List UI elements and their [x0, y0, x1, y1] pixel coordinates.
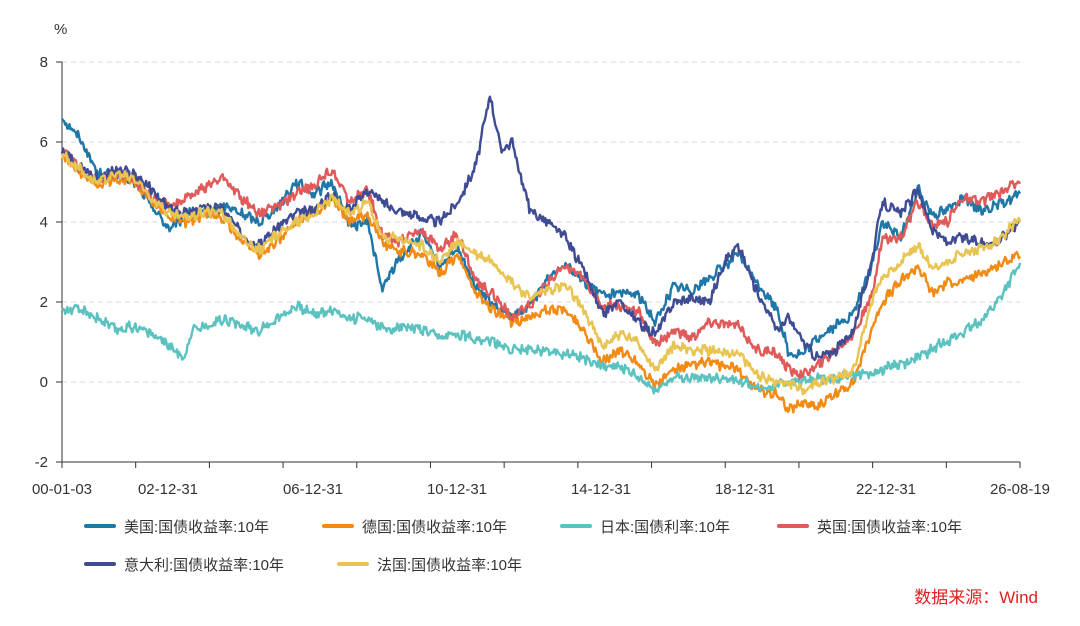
- y-axis: -2 0 2 4 6 8: [35, 54, 63, 471]
- legend-swatch: [84, 524, 116, 528]
- series-line: [60, 95, 1021, 362]
- x-tick-label: 14-12-31: [571, 481, 631, 498]
- legend-item: 法国:国债收益率:10年: [337, 553, 522, 575]
- legend-item: 德国:国债收益率:10年: [322, 515, 507, 537]
- legend-swatch: [84, 562, 116, 566]
- legend-item: 意大利:国债收益率:10年: [84, 553, 284, 575]
- y-tick-label: 2: [40, 294, 48, 311]
- yield-chart: % -2 0 2 4 6 8 00-01-03 02-12-31 06-12-31 10-12-…: [32, 21, 1050, 498]
- legend-swatch: [337, 562, 369, 566]
- y-unit-label: %: [54, 21, 67, 38]
- series-line: [60, 149, 1022, 380]
- legend-label: 美国:国债收益率:10年: [124, 518, 270, 536]
- y-tick-label: 4: [40, 214, 48, 231]
- x-tick-label: 00-01-03: [32, 481, 92, 498]
- x-tick-label: 26-08-19: [990, 481, 1050, 498]
- y-tick-label: 0: [40, 374, 48, 391]
- y-tick-label: -2: [35, 454, 48, 471]
- series-line: [60, 151, 1022, 396]
- legend-item: 英国:国债收益率:10年: [777, 515, 962, 537]
- legend-label: 德国:国债收益率:10年: [362, 518, 508, 536]
- x-tick-label: 06-12-31: [283, 481, 343, 498]
- x-tick-label: 22-12-31: [856, 481, 916, 498]
- gridlines: [62, 61, 1020, 383]
- source-note: 数据来源：Wind: [914, 588, 1038, 607]
- y-tick-label: 8: [40, 54, 48, 71]
- legend-swatch: [777, 524, 809, 528]
- legend-item: 美国:国债收益率:10年: [84, 515, 269, 537]
- y-tick-label: 6: [40, 134, 48, 151]
- legend-label: 英国:国债收益率:10年: [817, 518, 963, 536]
- x-tick-label: 02-12-31: [138, 481, 198, 498]
- legend-swatch: [322, 524, 354, 528]
- x-tick-label: 18-12-31: [715, 481, 775, 498]
- x-tick-label: 10-12-31: [427, 481, 487, 498]
- series-line: [61, 262, 1022, 395]
- legend-item: 日本:国债利率:10年: [560, 515, 730, 537]
- legend-label: 法国:国债收益率:10年: [377, 556, 523, 574]
- series-lines: [60, 95, 1022, 414]
- legend-label: 日本:国债利率:10年: [600, 518, 731, 536]
- series-line: [60, 148, 1022, 414]
- legend-swatch: [560, 524, 592, 528]
- x-axis: 00-01-03 02-12-31 06-12-31 10-12-31 14-12-31…: [32, 461, 1050, 498]
- legend-label: 意大利:国债收益率:10年: [124, 556, 285, 574]
